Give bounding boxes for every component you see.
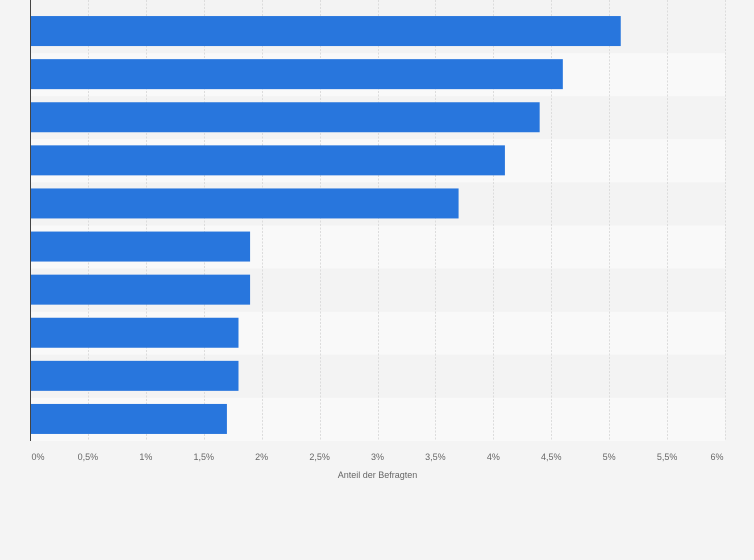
x-tick-label: 4% (487, 452, 500, 462)
x-tick-label: 1,5% (193, 452, 214, 462)
x-tick-label: 3% (371, 452, 384, 462)
x-axis-title: Anteil der Befragten (338, 470, 418, 480)
x-tick-label: 6% (710, 452, 723, 462)
bar (30, 403, 227, 434)
x-tick-label: 3,5% (425, 452, 446, 462)
bar (30, 59, 563, 90)
bar (30, 188, 459, 219)
bar (30, 317, 239, 348)
x-tick-label: 4,5% (541, 452, 562, 462)
bar (30, 16, 621, 47)
x-tick-label: 5,5% (657, 452, 678, 462)
x-tick-label: 2% (255, 452, 268, 462)
x-tick-labels: 0% 0,5% 1% 1,5% 2% 2,5% 3% 3,5% 4% 4,5% 5% 5,5% 6% (31, 452, 723, 462)
bars (30, 16, 621, 434)
bar (30, 102, 540, 133)
x-tick-label: 1% (139, 452, 152, 462)
x-tick-label: 2,5% (309, 452, 330, 462)
x-tick-label: 0,5% (78, 452, 99, 462)
bar (30, 145, 505, 176)
bar (30, 360, 239, 391)
bar (30, 231, 251, 262)
bar (30, 274, 251, 305)
x-tick-label: 5% (603, 452, 616, 462)
x-tick-label: 0% (31, 452, 44, 462)
